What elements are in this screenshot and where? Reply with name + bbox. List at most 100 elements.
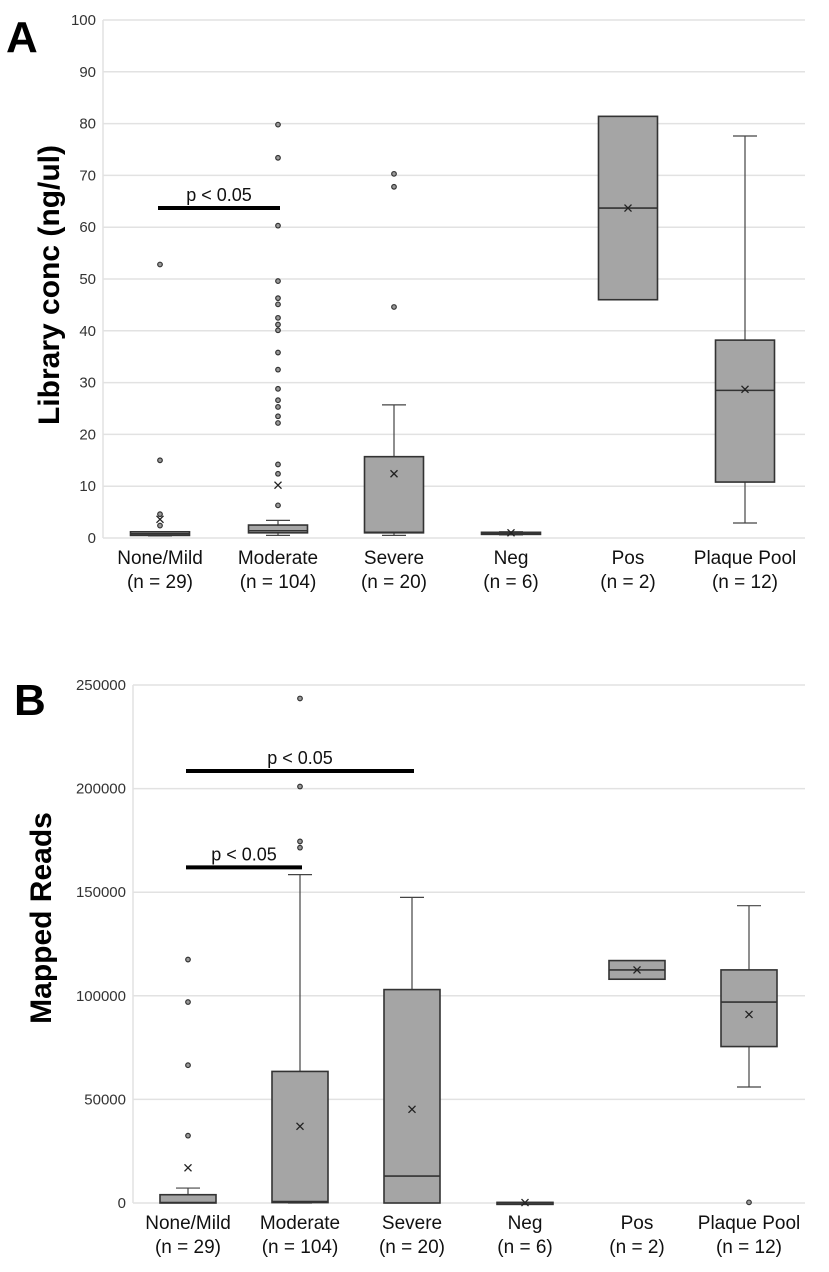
box bbox=[247, 524, 309, 534]
box-group bbox=[129, 261, 191, 537]
mean-marker bbox=[184, 1163, 192, 1172]
panel-b-letter: B bbox=[14, 676, 46, 725]
outlier-point bbox=[275, 327, 281, 334]
category-n-label: (n = 29) bbox=[155, 1237, 221, 1258]
mean-marker bbox=[274, 481, 282, 490]
category-label: Moderate bbox=[260, 1213, 340, 1234]
outlier-point bbox=[746, 1199, 752, 1206]
y-tick-label: 100 bbox=[71, 12, 96, 29]
outlier-point bbox=[157, 511, 163, 518]
y-tick-label: 250000 bbox=[76, 677, 126, 694]
outlier-point bbox=[275, 366, 281, 373]
box-group bbox=[480, 528, 542, 537]
box bbox=[271, 1070, 329, 1204]
category-n-label: (n = 6) bbox=[497, 1237, 552, 1258]
category-n-label: (n = 12) bbox=[712, 572, 778, 593]
significance-label: p < 0.05 bbox=[211, 844, 277, 864]
outlier-point bbox=[275, 420, 281, 426]
category-label: Plaque Pool bbox=[694, 548, 796, 569]
mean-marker bbox=[296, 1122, 304, 1131]
outlier-point bbox=[275, 278, 281, 284]
box bbox=[720, 969, 778, 1048]
category-label: None/Mild bbox=[145, 1213, 231, 1234]
category-n-label: (n = 12) bbox=[716, 1237, 782, 1258]
outlier-point bbox=[275, 121, 281, 128]
outlier-point bbox=[185, 956, 191, 963]
category-label: Neg bbox=[508, 1213, 543, 1234]
category-n-label: (n = 29) bbox=[127, 572, 193, 593]
box-group bbox=[159, 956, 217, 1204]
box-group bbox=[271, 695, 329, 1204]
outlier-point bbox=[297, 844, 303, 851]
outlier-point bbox=[275, 222, 281, 229]
panel-b-plot: 0 50000 100000 150000 200000 250000 None/Mild (… bbox=[76, 677, 805, 1258]
box-group bbox=[714, 135, 776, 524]
outlier-point bbox=[391, 183, 397, 190]
y-tick-label: 90 bbox=[79, 64, 96, 81]
box bbox=[383, 988, 441, 1204]
mean-marker bbox=[390, 469, 398, 478]
y-tick-label: 150000 bbox=[76, 884, 126, 901]
box-group bbox=[383, 896, 441, 1204]
box bbox=[159, 1193, 217, 1204]
mean-marker bbox=[624, 204, 632, 212]
mean-marker bbox=[408, 1105, 416, 1114]
outlier-point bbox=[185, 999, 191, 1005]
box-group bbox=[597, 115, 659, 301]
mean-marker bbox=[633, 965, 641, 974]
panel-a-letter: A bbox=[6, 13, 38, 62]
outlier-point bbox=[275, 154, 281, 161]
outlier-point bbox=[157, 522, 163, 529]
y-tick-label: 70 bbox=[79, 167, 96, 184]
y-tick-label: 40 bbox=[79, 323, 96, 340]
category-label: Severe bbox=[364, 548, 424, 569]
outlier-point bbox=[275, 461, 281, 468]
category-n-label: (n = 2) bbox=[609, 1237, 664, 1258]
outlier-point bbox=[275, 404, 281, 410]
category-n-label: (n = 20) bbox=[361, 572, 427, 593]
significance-label: p < 0.05 bbox=[186, 185, 252, 205]
outlier-point bbox=[275, 397, 281, 404]
outlier-point bbox=[275, 413, 281, 420]
category-label: Pos bbox=[612, 548, 645, 569]
category-label: Plaque Pool bbox=[698, 1213, 800, 1234]
outlier-point bbox=[157, 261, 163, 268]
outlier-point bbox=[275, 470, 281, 477]
y-tick-label: 50 bbox=[79, 271, 96, 288]
category-label: Moderate bbox=[238, 548, 318, 569]
box-group bbox=[720, 905, 778, 1206]
outlier-point bbox=[391, 304, 397, 310]
outlier-point bbox=[297, 838, 303, 845]
category-n-label: (n = 6) bbox=[483, 572, 538, 593]
category-label: Severe bbox=[382, 1213, 442, 1234]
outlier-point bbox=[275, 321, 281, 328]
outlier-point bbox=[275, 385, 281, 392]
outlier-point bbox=[275, 349, 281, 356]
outlier-point bbox=[297, 783, 303, 790]
category-label: None/Mild bbox=[117, 548, 203, 569]
category-n-label: (n = 104) bbox=[262, 1237, 339, 1258]
category-n-label: (n = 2) bbox=[600, 572, 655, 593]
y-tick-label: 200000 bbox=[76, 781, 126, 798]
panel-a-plot: 0 10 20 30 40 50 60 70 80 90 100 None/Mild (n = 29) M… bbox=[71, 12, 805, 593]
category-label: Pos bbox=[621, 1213, 654, 1234]
y-tick-label: 0 bbox=[118, 1195, 126, 1212]
outlier-point bbox=[391, 170, 397, 177]
category-label: Neg bbox=[494, 548, 529, 569]
box bbox=[363, 455, 425, 534]
outlier-point bbox=[297, 695, 303, 702]
category-n-label: (n = 20) bbox=[379, 1237, 445, 1258]
outlier-point bbox=[185, 1132, 191, 1139]
y-tick-label: 60 bbox=[79, 219, 96, 236]
significance-label: p < 0.05 bbox=[267, 748, 333, 768]
y-tick-label: 50000 bbox=[84, 1091, 126, 1108]
y-tick-label: 100000 bbox=[76, 988, 126, 1005]
mean-marker bbox=[745, 1010, 753, 1019]
y-tick-label: 0 bbox=[88, 530, 96, 547]
box-group bbox=[247, 121, 309, 537]
box bbox=[714, 339, 776, 483]
y-tick-label: 20 bbox=[79, 426, 96, 443]
panel-b-y-axis-label: Mapped Reads bbox=[25, 812, 58, 1024]
outlier-point bbox=[157, 457, 163, 464]
